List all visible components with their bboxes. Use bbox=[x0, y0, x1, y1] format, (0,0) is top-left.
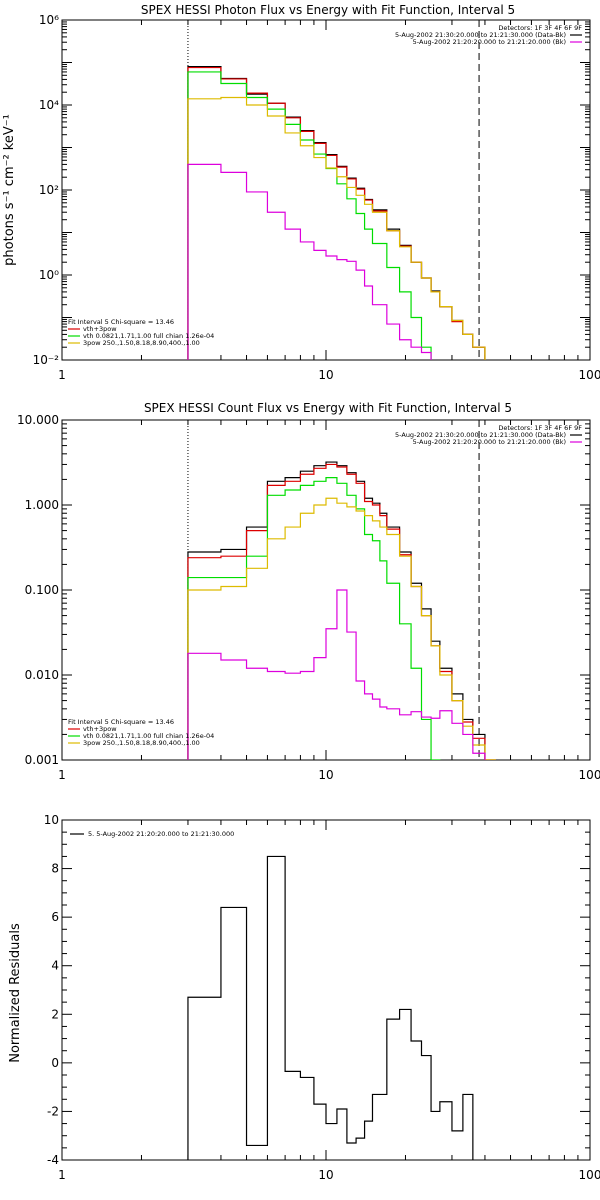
residual-ytick-label: 8 bbox=[51, 862, 59, 876]
residual-ytick-label: 2 bbox=[51, 1007, 59, 1021]
count-fit-legend-entry: vth 0.0821,1.71,1.00 full chian 1.26e-04 bbox=[83, 732, 214, 740]
count-fit-legend-entry: 3pow 250.,1.50,8.18,8.90,400.,1.00 bbox=[83, 739, 200, 747]
residual-ytick-label: -4 bbox=[47, 1153, 59, 1167]
count-series-yellow bbox=[187, 497, 496, 760]
residual-series-black bbox=[187, 855, 474, 1160]
count-ytick-label: 0.001 bbox=[25, 753, 59, 767]
photon-series-yellow bbox=[187, 96, 486, 360]
residuals-panel: Normalized Residuals 1 10 100 -4 -2 0 2 4 6 8 10 5.… bbox=[8, 813, 600, 1182]
photon-legend-header: Detectors: 1F 3F 4F 6F 9F bbox=[498, 24, 582, 32]
photon-series-magenta bbox=[187, 163, 432, 360]
photon-series-green bbox=[187, 71, 432, 360]
count-legend-entry: 5-Aug-2002 21:20:20.000 to 21:21:20.000 … bbox=[413, 438, 566, 446]
count-fit-legend-header: Fit Interval 5 Chi-square = 13.46 bbox=[68, 718, 174, 726]
count-xtick-label: 1 bbox=[58, 768, 66, 782]
count-xtick-label: 10 bbox=[318, 768, 333, 782]
photon-fit-legend-entry: vth+3pow bbox=[83, 325, 117, 333]
residual-ytick-label: 10 bbox=[44, 813, 59, 827]
photon-xtick-label: 10 bbox=[318, 368, 333, 382]
count-series-magenta bbox=[187, 589, 486, 760]
count-legend-entry: 5-Aug-2002 21:30:20.000 to 21:21:30.000 … bbox=[395, 431, 566, 439]
residual-xtick-label: 10 bbox=[318, 1168, 333, 1182]
count-flux-panel: SPEX HESSI Count Flux vs Energy with Fit… bbox=[17, 401, 600, 782]
photon-ytick-label: 10⁰ bbox=[39, 268, 59, 282]
count-ytick-label: 10.000 bbox=[17, 413, 59, 427]
photon-ytick-label: 10² bbox=[39, 183, 59, 197]
residuals-ylabel: Normalized Residuals bbox=[8, 923, 23, 1063]
count-fit-legend-entry: vth+3pow bbox=[83, 725, 117, 733]
residual-ytick-label: 0 bbox=[51, 1056, 59, 1070]
count-ytick-label: 1.000 bbox=[25, 498, 59, 512]
count-series-red bbox=[187, 463, 496, 760]
photon-fit-legend-entry: 3pow 250.,1.50,8.18,8.90,400.,1.00 bbox=[83, 339, 200, 347]
photon-legend-entry: 5-Aug-2002 21:20:20.000 to 21:21:20.000 … bbox=[413, 38, 566, 46]
count-legend-header: Detectors: 1F 3F 4F 6F 9F bbox=[498, 424, 582, 432]
photon-fit-legend-entry: vth 0.0821,1.71,1.00 full chian 1.26e-04 bbox=[83, 332, 214, 340]
photon-flux-ylabel: photons s⁻¹ cm⁻² keV⁻¹ bbox=[2, 114, 17, 266]
count-ytick-label: 0.010 bbox=[25, 668, 59, 682]
count-flux-title: SPEX HESSI Count Flux vs Energy with Fit… bbox=[144, 401, 512, 415]
residual-ytick-label: 6 bbox=[51, 910, 59, 924]
count-ytick-label: 0.100 bbox=[25, 583, 59, 597]
residuals-plot: 1 10 100 -4 -2 0 2 4 6 8 10 5. 5-Aug-2002 21:20:20.… bbox=[44, 813, 600, 1182]
photon-ytick-label: 10⁻² bbox=[33, 353, 60, 367]
photon-xtick-label: 1 bbox=[58, 368, 66, 382]
residual-legend-entry: 5. 5-Aug-2002 21:20:20.000 to 21:21:30.0… bbox=[88, 830, 234, 838]
photon-flux-plot: 1 10 100 10⁻² 10⁰ 10² 10⁴ 10⁶ Detectors: 1F 3F 4… bbox=[33, 13, 600, 382]
photon-ytick-label: 10⁴ bbox=[39, 98, 59, 112]
count-flux-plot: 1 10 100 0.001 0.010 0.100 1.000 10.000 Detector… bbox=[17, 413, 600, 782]
photon-ytick-label: 10⁶ bbox=[39, 13, 59, 27]
photon-flux-panel: SPEX HESSI Photon Flux vs Energy with Fi… bbox=[2, 3, 600, 382]
residual-ytick-label: -2 bbox=[47, 1104, 59, 1118]
photon-legend-entry: 5-Aug-2002 21:30:20.000 to 21:21:30.000 … bbox=[395, 31, 566, 39]
photon-flux-title: SPEX HESSI Photon Flux vs Energy with Fi… bbox=[141, 3, 515, 17]
photon-fit-legend-header: Fit Interval 5 Chi-square = 13.46 bbox=[68, 318, 174, 326]
residual-ytick-label: 4 bbox=[51, 959, 59, 973]
count-xtick-label: 100 bbox=[579, 768, 600, 782]
residual-xtick-label: 1 bbox=[58, 1168, 66, 1182]
count-series-green bbox=[187, 477, 441, 760]
photon-xtick-label: 100 bbox=[579, 368, 600, 382]
residual-xtick-label: 100 bbox=[579, 1168, 600, 1182]
